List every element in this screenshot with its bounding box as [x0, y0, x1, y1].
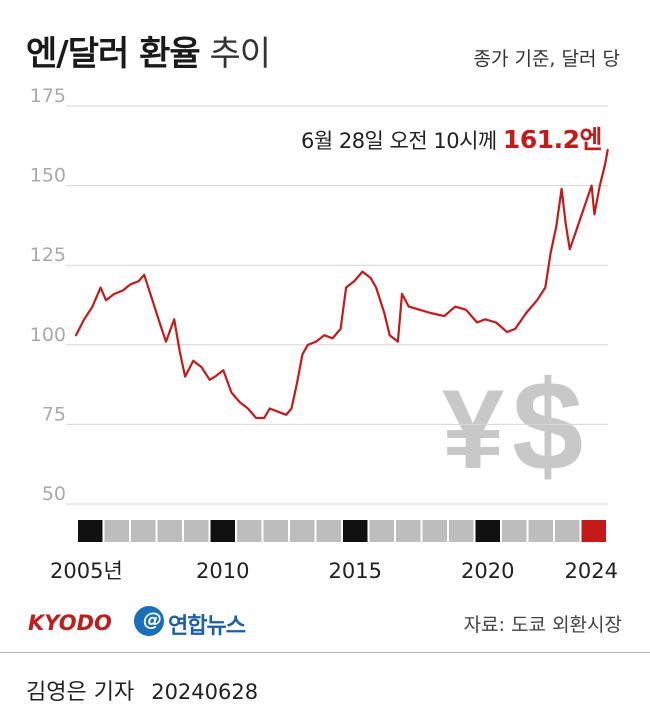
svg-text:$: $	[512, 355, 583, 498]
x-tick-label: 2020	[461, 559, 514, 583]
annotation-value: 161.2엔	[502, 125, 603, 154]
year-box-2013	[290, 520, 315, 542]
publish-date: 20240628	[151, 680, 259, 704]
y-tick-label: 100	[30, 324, 66, 346]
year-box-2010	[210, 520, 235, 542]
year-box-2005	[78, 520, 103, 542]
exchange-rate-chart: ¥ $ 50 75 100 125 150 175 2005년 2010 2015 2020 20…	[30, 85, 618, 583]
yonhap-logo-icon: @	[134, 606, 164, 636]
year-box-2009	[184, 520, 209, 542]
year-box-2016	[369, 520, 394, 542]
year-box-2021	[502, 520, 527, 542]
year-box-2020	[475, 520, 500, 542]
unit-note: 종가 기준, 달러 당	[473, 48, 620, 70]
y-tick-label: 150	[30, 165, 66, 187]
svg-text:¥: ¥	[442, 367, 504, 492]
footer-divider	[0, 652, 650, 653]
year-box-2018	[422, 520, 447, 542]
source-note: 자료: 도쿄 외환시장	[463, 614, 622, 636]
year-box-2006	[104, 520, 129, 542]
year-box-2022	[528, 520, 553, 542]
x-tick-label: 2024	[565, 559, 618, 583]
title-sub: 추이	[209, 34, 271, 74]
annotation-text: 6월 28일 오전 10시께	[300, 129, 497, 153]
y-tick-label: 75	[42, 403, 66, 425]
yen-dollar-watermark-icon: ¥ $	[442, 355, 583, 498]
exchange-rate-line	[74, 148, 609, 420]
year-box-2017	[396, 520, 421, 542]
year-box-2024	[581, 520, 606, 542]
year-box-2019	[449, 520, 474, 542]
yonhap-logo-mark: @	[143, 609, 162, 631]
year-box-2015	[343, 520, 368, 542]
kyodo-logo: KYODO	[28, 611, 112, 635]
reporter-credit: 김영은 기자 20240628	[26, 674, 258, 706]
latest-annotation: 6월 28일 오전 10시께 161.2엔	[300, 120, 603, 156]
year-box-2007	[131, 520, 156, 542]
year-box-2023	[555, 520, 580, 542]
year-box-2008	[157, 520, 182, 542]
y-tick-label: 125	[30, 244, 66, 266]
title-main: 엔/달러 환율	[26, 34, 201, 74]
year-box-2011	[237, 520, 262, 542]
x-tick-label: 2005년	[50, 559, 123, 583]
year-box-2014	[316, 520, 341, 542]
y-tick-label: 50	[42, 483, 66, 505]
yonhap-logo-text: 연합뉴스	[168, 614, 246, 639]
year-box-2012	[263, 520, 288, 542]
y-tick-label: 175	[30, 85, 66, 107]
page-title: 엔/달러 환율 추이	[26, 26, 271, 75]
reporter-name: 김영은 기자	[26, 680, 135, 705]
x-tick-label: 2010	[196, 559, 249, 583]
x-tick-label: 2015	[329, 559, 382, 583]
